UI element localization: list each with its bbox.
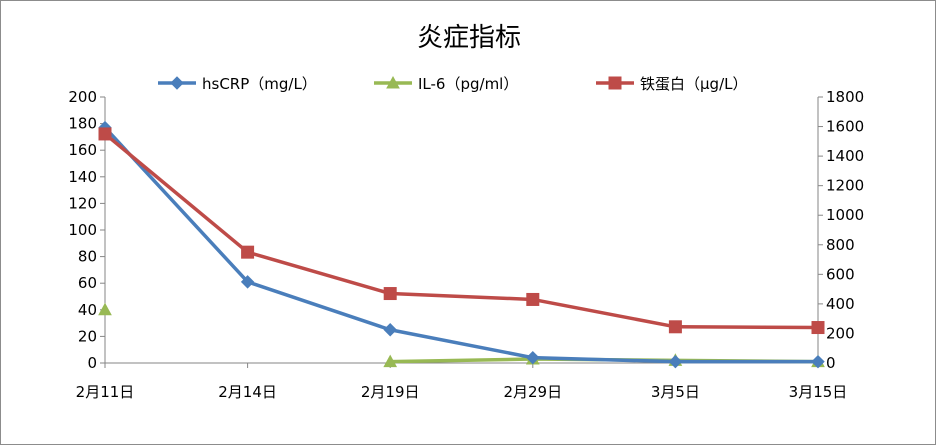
legend-marker-hscrp <box>170 76 184 90</box>
data-point-ferritin <box>98 127 112 141</box>
data-point-ferritin <box>526 292 540 306</box>
left-tick-label: 80 <box>78 248 97 266</box>
legend-label-il6: IL-6（pg/ml） <box>418 75 518 93</box>
left-tick-label: 120 <box>68 194 97 212</box>
x-tick-label: 2月29日 <box>503 383 562 401</box>
data-point-ferritin <box>383 287 397 301</box>
axes: 0 20 40 60 80 100 120 140 160 180 200 0 200 400 600 800… <box>68 88 864 401</box>
series-line-hscrp <box>103 126 818 364</box>
right-tick-label: 800 <box>826 236 855 254</box>
chart-title: 炎症指标 <box>417 23 521 53</box>
right-tick-label: 1200 <box>826 177 864 195</box>
left-tick-label: 180 <box>68 115 97 133</box>
right-tick-label: 1000 <box>826 206 864 224</box>
right-tick-label: 1800 <box>826 88 864 106</box>
right-tick-label: 0 <box>826 354 836 372</box>
data-point-ferritin <box>241 245 255 259</box>
data-point-hscrp <box>668 354 683 369</box>
left-tick-label: 140 <box>68 168 97 186</box>
plot-area <box>98 120 825 369</box>
left-tick-label: 100 <box>68 221 97 239</box>
legend-marker-ferritin <box>608 76 622 90</box>
right-tick-label: 400 <box>826 295 855 313</box>
legend-label-hscrp: hsCRP（mg/L） <box>202 75 317 93</box>
data-point-il6 <box>383 354 398 368</box>
legend: hsCRP（mg/L） IL-6（pg/ml） 铁蛋白（μg/L） <box>158 75 747 93</box>
left-tick-label: 40 <box>78 301 97 319</box>
x-tick-label: 3月15日 <box>789 383 848 401</box>
data-point-hscrp <box>526 350 540 365</box>
data-point-ferritin <box>811 321 825 335</box>
x-tick-label: 2月14日 <box>218 383 277 401</box>
x-tick-label: 3月5日 <box>651 383 700 401</box>
right-tick-label: 600 <box>826 265 855 283</box>
series-line-ferritin <box>103 132 819 330</box>
left-tick-label: 0 <box>87 354 97 372</box>
left-tick-label: 200 <box>68 88 97 106</box>
right-tick-label: 1600 <box>826 118 864 136</box>
left-tick-label: 20 <box>78 327 97 345</box>
left-tick-label: 60 <box>78 274 97 292</box>
data-point-hscrp <box>383 323 397 337</box>
data-point-hscrp <box>240 275 255 289</box>
data-point-ferritin <box>668 320 682 334</box>
left-tick-label: 160 <box>68 141 97 159</box>
legend-label-ferritin: 铁蛋白（μg/L） <box>640 75 747 93</box>
data-point-hscrp <box>811 354 825 369</box>
x-tick-label: 2月11日 <box>76 383 135 401</box>
right-tick-label: 200 <box>826 324 855 342</box>
legend-marker-il6 <box>386 75 400 89</box>
x-tick-label: 2月19日 <box>361 383 420 401</box>
data-point-il6 <box>98 302 112 316</box>
right-tick-label: 1400 <box>826 147 864 165</box>
